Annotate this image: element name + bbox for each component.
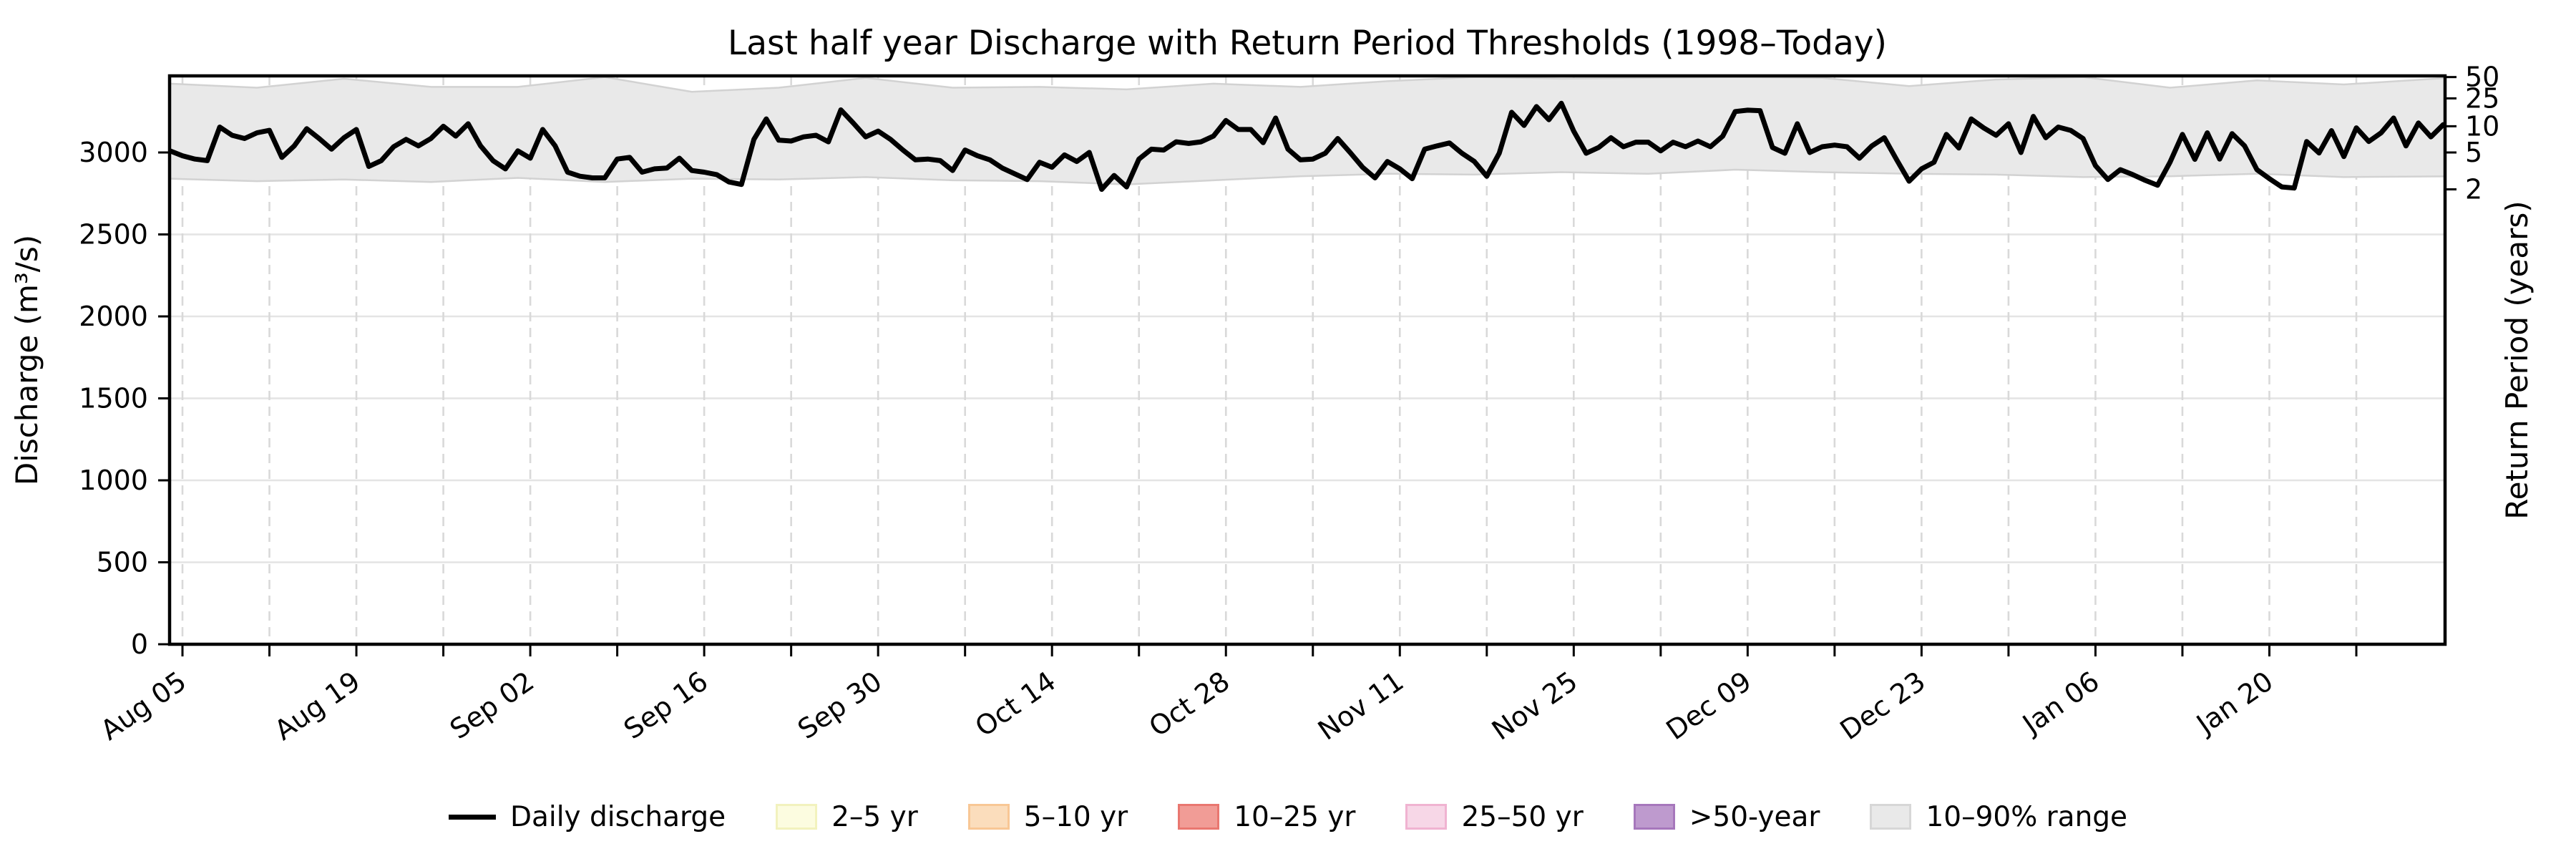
legend-patch-swatch — [776, 804, 818, 830]
legend-item-4: 25–50 yr — [1405, 800, 1584, 833]
uncertainty-band — [170, 77, 2445, 185]
y-axis-tick-label-left: 2500 — [79, 219, 148, 251]
y-axis-tick-label-right: 25 — [2465, 82, 2499, 114]
x-axis-tick-label: Dec 23 — [1835, 665, 1931, 746]
x-axis-tick-label: Aug 05 — [95, 665, 192, 746]
y-axis-tick-label-left: 2000 — [79, 301, 148, 332]
y-axis-tick-label-right: 50 — [2465, 62, 2499, 93]
legend-label: Daily discharge — [509, 800, 726, 833]
x-axis-tick-label: Jan 06 — [2016, 665, 2104, 740]
legend-item-1: 2–5 yr — [776, 801, 918, 833]
x-axis-tick-label: Jan 20 — [2190, 665, 2278, 740]
line-layer — [170, 100, 2445, 192]
legend-label: 25–50 yr — [1461, 800, 1584, 833]
legend-label: 2–5 yr — [831, 800, 918, 833]
x-axis-tick-label: Sep 30 — [792, 665, 887, 745]
chart-title: Last half year Discharge with Return Per… — [728, 24, 1887, 63]
y-axis-tick-label-left: 0 — [131, 629, 148, 660]
legend-patch-swatch — [1633, 804, 1675, 830]
legend-item-6: 10–90% range — [1870, 801, 2127, 833]
legend-label: >50-year — [1689, 800, 1820, 833]
y-axis-label-left: Discharge (m³/s) — [9, 235, 44, 485]
x-axis-tick-label: Oct 28 — [1143, 665, 1236, 742]
legend-patch-swatch — [967, 804, 1010, 830]
legend-patch-swatch — [1405, 804, 1448, 830]
y-axis-tick-label-right: 10 — [2465, 110, 2499, 142]
y-axis-tick-label-left: 3000 — [79, 137, 148, 168]
legend-label: 10–25 yr — [1234, 800, 1356, 833]
legend-item-5: >50-year — [1633, 800, 1820, 833]
plot-border — [167, 74, 2447, 646]
y-axis-tick-label-right: 2 — [2465, 174, 2482, 205]
band-lower-edge — [170, 168, 2445, 185]
x-axis-tick-label: Oct 14 — [970, 665, 1062, 742]
legend-line-swatch — [448, 814, 496, 820]
x-axis-tick-label: Dec 09 — [1661, 665, 1757, 746]
x-axis-tick-label: Sep 16 — [618, 665, 713, 745]
legend-label: 5–10 yr — [1023, 800, 1128, 833]
y-axis-label-right: Return Period (years) — [2499, 200, 2534, 519]
legend-patch-swatch — [1870, 804, 1912, 830]
y-axis-tick-label-left: 500 — [96, 547, 148, 578]
legend-item-3: 10–25 yr — [1178, 801, 1355, 833]
band-layer — [170, 76, 2445, 185]
legend-patch-swatch — [1178, 804, 1220, 830]
x-axis-tick-label: Nov 25 — [1486, 665, 1584, 746]
legend-label: 10–90% range — [1926, 800, 2128, 833]
x-axis-tick-label: Sep 02 — [444, 665, 540, 745]
y-axis-tick-label-left: 1000 — [79, 465, 148, 496]
x-axis-tick-label: Aug 19 — [269, 665, 366, 746]
legend-item-2: 5–10 yr — [967, 800, 1128, 833]
legend: Daily discharge 2–5 yr 5–10 yr 10–25 yr 25–5… — [0, 785, 2576, 849]
legend-item-0: Daily discharge — [448, 800, 726, 833]
y-axis-tick-label-right: 5 — [2465, 137, 2482, 168]
y-axis-tick-label-left: 1500 — [79, 383, 148, 414]
x-axis-tick-label: Nov 11 — [1312, 665, 1410, 746]
discharge-line — [170, 100, 2445, 192]
band-upper-edge — [170, 76, 2445, 93]
